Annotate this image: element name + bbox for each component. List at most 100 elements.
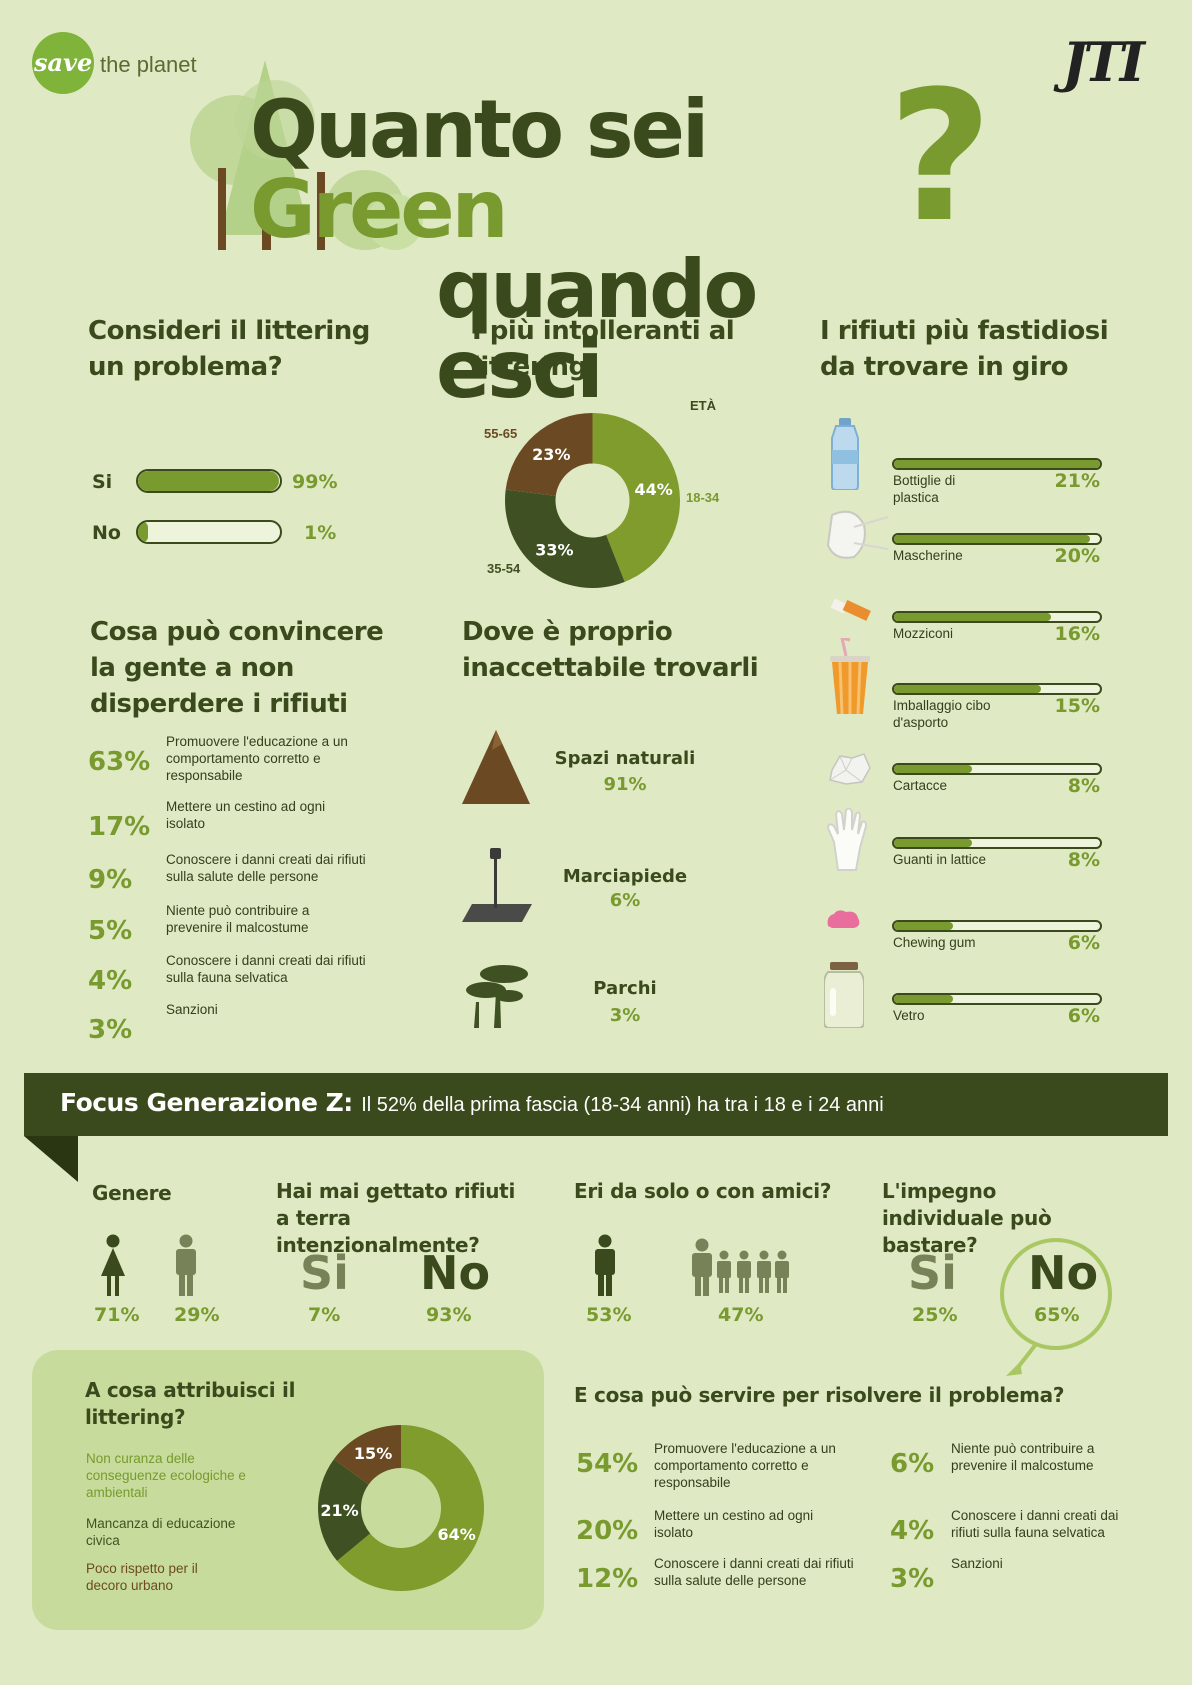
waste-bar [892,533,1102,545]
logo-script: save [34,48,93,77]
tree-trunk [317,172,325,250]
attribute-legend-2: Mancanza di educazione civica [86,1516,236,1548]
age-donut-chart: 44% 33% 23% [505,413,680,588]
yn-bar-fill [138,471,279,491]
solve-pct: 54% [576,1449,639,1479]
place-label: Spazi naturali [554,748,696,769]
bottle-icon [822,418,868,495]
yn-bar-fill [138,522,148,542]
waste-label: Imballaggio cibo d'asporto [893,698,991,730]
waste-label: Cartacce [893,778,948,793]
solve-pct: 3% [890,1564,935,1594]
highlight-circle [1000,1238,1112,1376]
waste-label: Vetro [893,1008,925,1023]
place-label: Parchi [593,978,657,999]
attribute-donut-chart: 64% 21% 15% [318,1425,484,1591]
convince-pct: 17% [88,812,151,842]
waste-bar-fill [894,765,973,773]
convince-text: Mettere un cestino ad ogni isolato [166,799,326,831]
thrown-yes-label: Si [300,1246,349,1300]
cigarette-icon [830,595,874,626]
waste-bar [892,763,1102,775]
age-donut-slice [592,413,680,582]
title-part: Quanto sei [250,83,709,176]
waste-bar [892,611,1102,623]
convince-text: Niente può contribuire a prevenire il ma… [166,903,310,935]
convince-text: Conoscere i danni creati dai rifiuti sul… [166,953,366,985]
yn-bar-si [136,469,282,493]
solve-pct: 4% [890,1516,935,1546]
solve-text: Conoscere i danni creati dai rifiuti sul… [951,1508,1119,1540]
female-pct: 71% [94,1304,140,1326]
friends-group-icon [692,1238,789,1296]
tree-icon [466,965,528,1028]
waste-label: Guanti in lattice [893,852,987,867]
solve-text: Niente può contribuire a prevenire il ma… [951,1441,1095,1473]
attribute-donut-slice-label: 64% [437,1525,475,1544]
waste-bar [892,837,1102,849]
convince-title: Cosa può convincere la gente a non dispe… [90,617,384,719]
waste-label: Bottiglie di plastica [893,473,956,505]
yn-row-no: No 1% [92,520,352,550]
convince-pct: 4% [88,966,133,996]
age-donut-slice [505,489,625,588]
attribute-donut-slice [337,1425,484,1591]
yn-pct: 1% [304,522,337,544]
logo-text: the planet [100,52,197,77]
solve-text: Conoscere i danni creati dai rifiuti sul… [654,1556,854,1588]
jti-logo: JTI [1062,30,1145,94]
gum-icon [826,908,862,935]
waste-bar-fill [894,922,953,930]
thrown-title: Hai mai gettato rifiuti a terra intenzio… [276,1179,515,1257]
focus-text: Il 52% della prima fascia (18-34 anni) h… [361,1094,884,1116]
waste-bar-fill [894,460,1100,468]
unacceptable-title: Dove è proprio inaccettabile trovarli [462,617,759,683]
title-line-1: Quanto sei Green [250,90,910,250]
convince-text: Conoscere i danni creati dai rifiuti sul… [166,852,366,884]
company-title: Eri da solo o con amici? [574,1179,832,1203]
waste-pct: 16% [1054,623,1100,645]
waste-label: Chewing gum [893,935,976,950]
solve-text: Mettere un cestino ad ogni isolato [654,1508,814,1540]
convince-pct: 63% [88,747,151,777]
friends-pct: 47% [718,1304,764,1326]
individual-no-label: No [1028,1246,1099,1300]
save-the-planet-logo: save the planet [32,32,212,94]
title-line-2: quando esci [436,243,758,416]
yn-bar-no [136,520,282,544]
thrown-no-label: No [420,1246,491,1300]
age-donut-slice-label: 33% [535,541,573,560]
convince-text: Sanzioni [166,1002,218,1017]
paper-icon [826,752,872,791]
waste-label: Mozziconi [893,626,954,641]
waste-pct: 8% [1067,849,1100,871]
thrown-no-pct: 93% [426,1304,472,1326]
attribute-donut-slice [318,1459,371,1561]
solve-title: E cosa può servire per risolvere il prob… [574,1383,1065,1407]
waste-pct: 6% [1067,1005,1100,1027]
page-title: Quanto sei Green quando esci [250,90,910,410]
place-label: Marciapiede [562,866,688,887]
jar-icon [823,962,865,1033]
individual-title: L'impegno individuale può bastare? [882,1179,1052,1257]
forest-illustration [190,60,423,250]
age-donut-slice [505,413,593,496]
age-label-35-54: 35-54 [487,561,521,576]
convince-pct: 3% [88,1015,133,1045]
logo-circle [32,32,94,94]
attribute-legend-3: Poco rispetto per il decoro urbano [86,1561,198,1593]
waste-bar [892,683,1102,695]
yn-pct: 99% [292,471,338,493]
tree-trunk [262,220,271,250]
waste-bar [892,993,1102,1005]
waste-bar-fill [894,839,973,847]
male-icon [176,1234,196,1296]
title-green-word: Green [250,163,509,256]
thrown-yes-pct: 7% [308,1304,341,1326]
age-label-18-34: 18-34 [686,490,720,505]
age-label-55-65: 55-65 [484,426,518,441]
waste-pct: 20% [1054,545,1100,567]
waste-bar [892,920,1102,932]
attribute-donut-slice-label: 21% [320,1501,358,1520]
attribute-legend-1: Non curanza delle conseguenze ecologiche… [86,1451,246,1500]
